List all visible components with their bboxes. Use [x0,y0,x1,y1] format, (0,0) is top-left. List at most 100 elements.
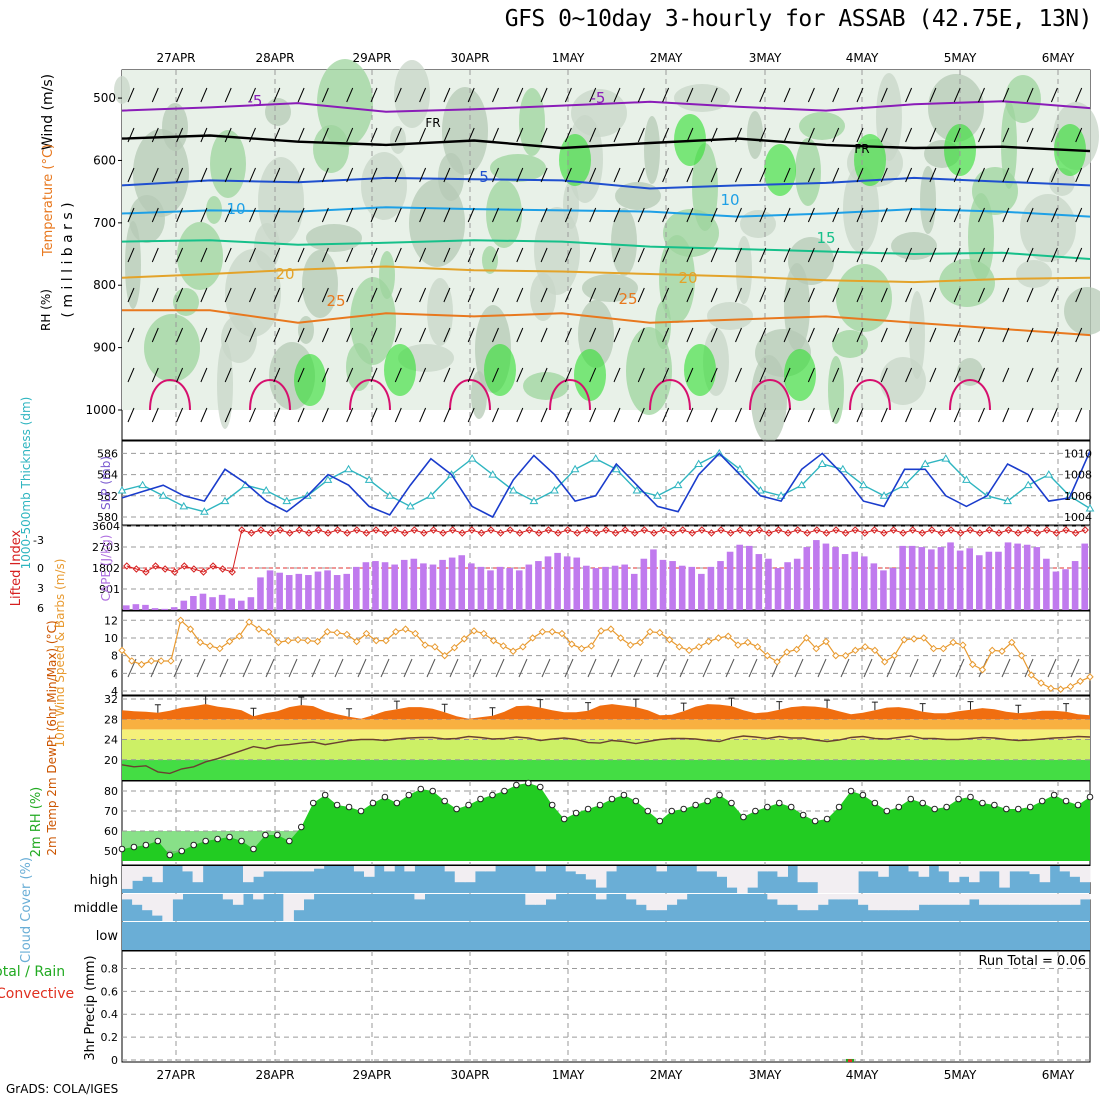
x-tick-label-bottom: 2MAY [650,1068,683,1082]
temp-range-bar [537,699,544,708]
rh-patch [799,112,845,140]
wind-barb [516,167,524,183]
isotherm-temp_20 [121,265,1091,284]
cape-bar [266,570,274,610]
cloud-clear-fraction [313,866,325,869]
cloud-clear-fraction [404,866,415,872]
wind-barb [686,287,694,303]
wind-barb [905,207,913,223]
cape-bar [276,572,283,610]
cape-bar [1004,542,1012,610]
wind10m-point [1086,673,1094,681]
wind-barb [759,287,767,303]
wind-barb [443,327,451,343]
x-tick-label-top: 2MAY [650,51,683,65]
wind-barb [467,167,475,183]
surface-wind-barb [679,658,689,678]
slp-tick-label: 1010 [1064,447,1092,460]
temp-range-bar [632,698,639,708]
cloud-clear-fraction [1079,866,1091,883]
cloud-clear-fraction [858,866,869,872]
wind10m-point [558,629,566,638]
cape-bar [832,547,839,610]
thickness-point [653,491,662,499]
wind-barb [880,287,888,303]
wind-barb [273,167,281,183]
wind-barb [540,287,548,303]
wind10m-point [372,636,380,645]
cape-bar [630,573,638,610]
slp-tick-label: 1006 [1064,490,1092,503]
rh2m-point [1014,805,1022,813]
surface-wind-barb [150,658,160,678]
wind-barb [710,407,718,423]
cloud-clear-fraction [656,866,667,872]
wind10m-point [196,638,204,647]
rh-patch [177,222,223,290]
wind10m-point [245,618,253,626]
wind-barb [321,407,329,423]
wind-barb [1075,287,1083,303]
rh2m-point [214,835,221,843]
surface-wind-barb [334,658,344,678]
li-tick-label: 3 [37,582,44,595]
wind10m-point [597,627,605,635]
rh2m-point [501,787,508,795]
wind-barb [856,327,864,343]
wind10m-point [851,646,860,655]
wind-barb [759,127,767,143]
temp-range-bar [393,700,400,710]
cape-bar [698,573,705,610]
cape-bar [1043,558,1050,610]
wind-barb [1026,167,1034,183]
wind-barb [127,367,135,383]
cape-bar [400,559,408,610]
wind10m-point [489,636,498,645]
li-tick-label: 0 [37,562,44,575]
thickness-point [529,496,539,505]
rh2m-point [728,799,735,807]
wind-barb [1026,407,1034,423]
slp-thickness-frame [121,440,1091,526]
isotherm-label: 10 [720,191,739,209]
isotherm-label: 25 [618,290,637,308]
wind-axis-title: Wind (m/s) [40,74,56,150]
wind-barb [1026,87,1034,103]
rh2m-point [465,801,472,809]
temp-tick-label: 28 [104,713,118,726]
rh-tick-label: 60 [104,825,118,838]
rh-moist-patch [784,349,816,401]
wind-barb [589,87,597,103]
rh-patch [836,264,892,332]
wind-barb [127,167,135,183]
wind10m-point [968,660,977,669]
wind-barb [662,327,670,343]
pressure-tick-label: 1000 [85,403,116,417]
surface-wind-barb [472,658,482,678]
wind-barb [953,87,961,103]
cape-tick-label: 2703 [92,541,120,554]
thickness-point [859,480,868,489]
cloud-clear-fraction [535,866,546,872]
wind10m-point [880,658,889,666]
cloud-clear-fraction [777,894,788,905]
rh2m-point [871,799,879,807]
rh2m-point [608,795,616,803]
wind-barb [176,247,184,263]
wind-barb [370,367,378,383]
wind-barb [419,167,427,183]
cloud-clear-fraction [414,894,425,900]
cape-bar [372,561,379,610]
cape-bar [420,563,427,610]
cloud-clear-fraction [595,866,607,888]
wind10m-point [1027,671,1036,679]
wind-barb [880,407,888,423]
temp-range-bar [680,702,687,712]
wind-barb [394,167,402,183]
thickness-point [797,480,807,489]
rh-patch [1020,194,1076,262]
wind10m-point [783,648,791,656]
wind-barb [905,247,913,263]
wind-barb [297,207,305,223]
rh2m-point [142,841,150,849]
